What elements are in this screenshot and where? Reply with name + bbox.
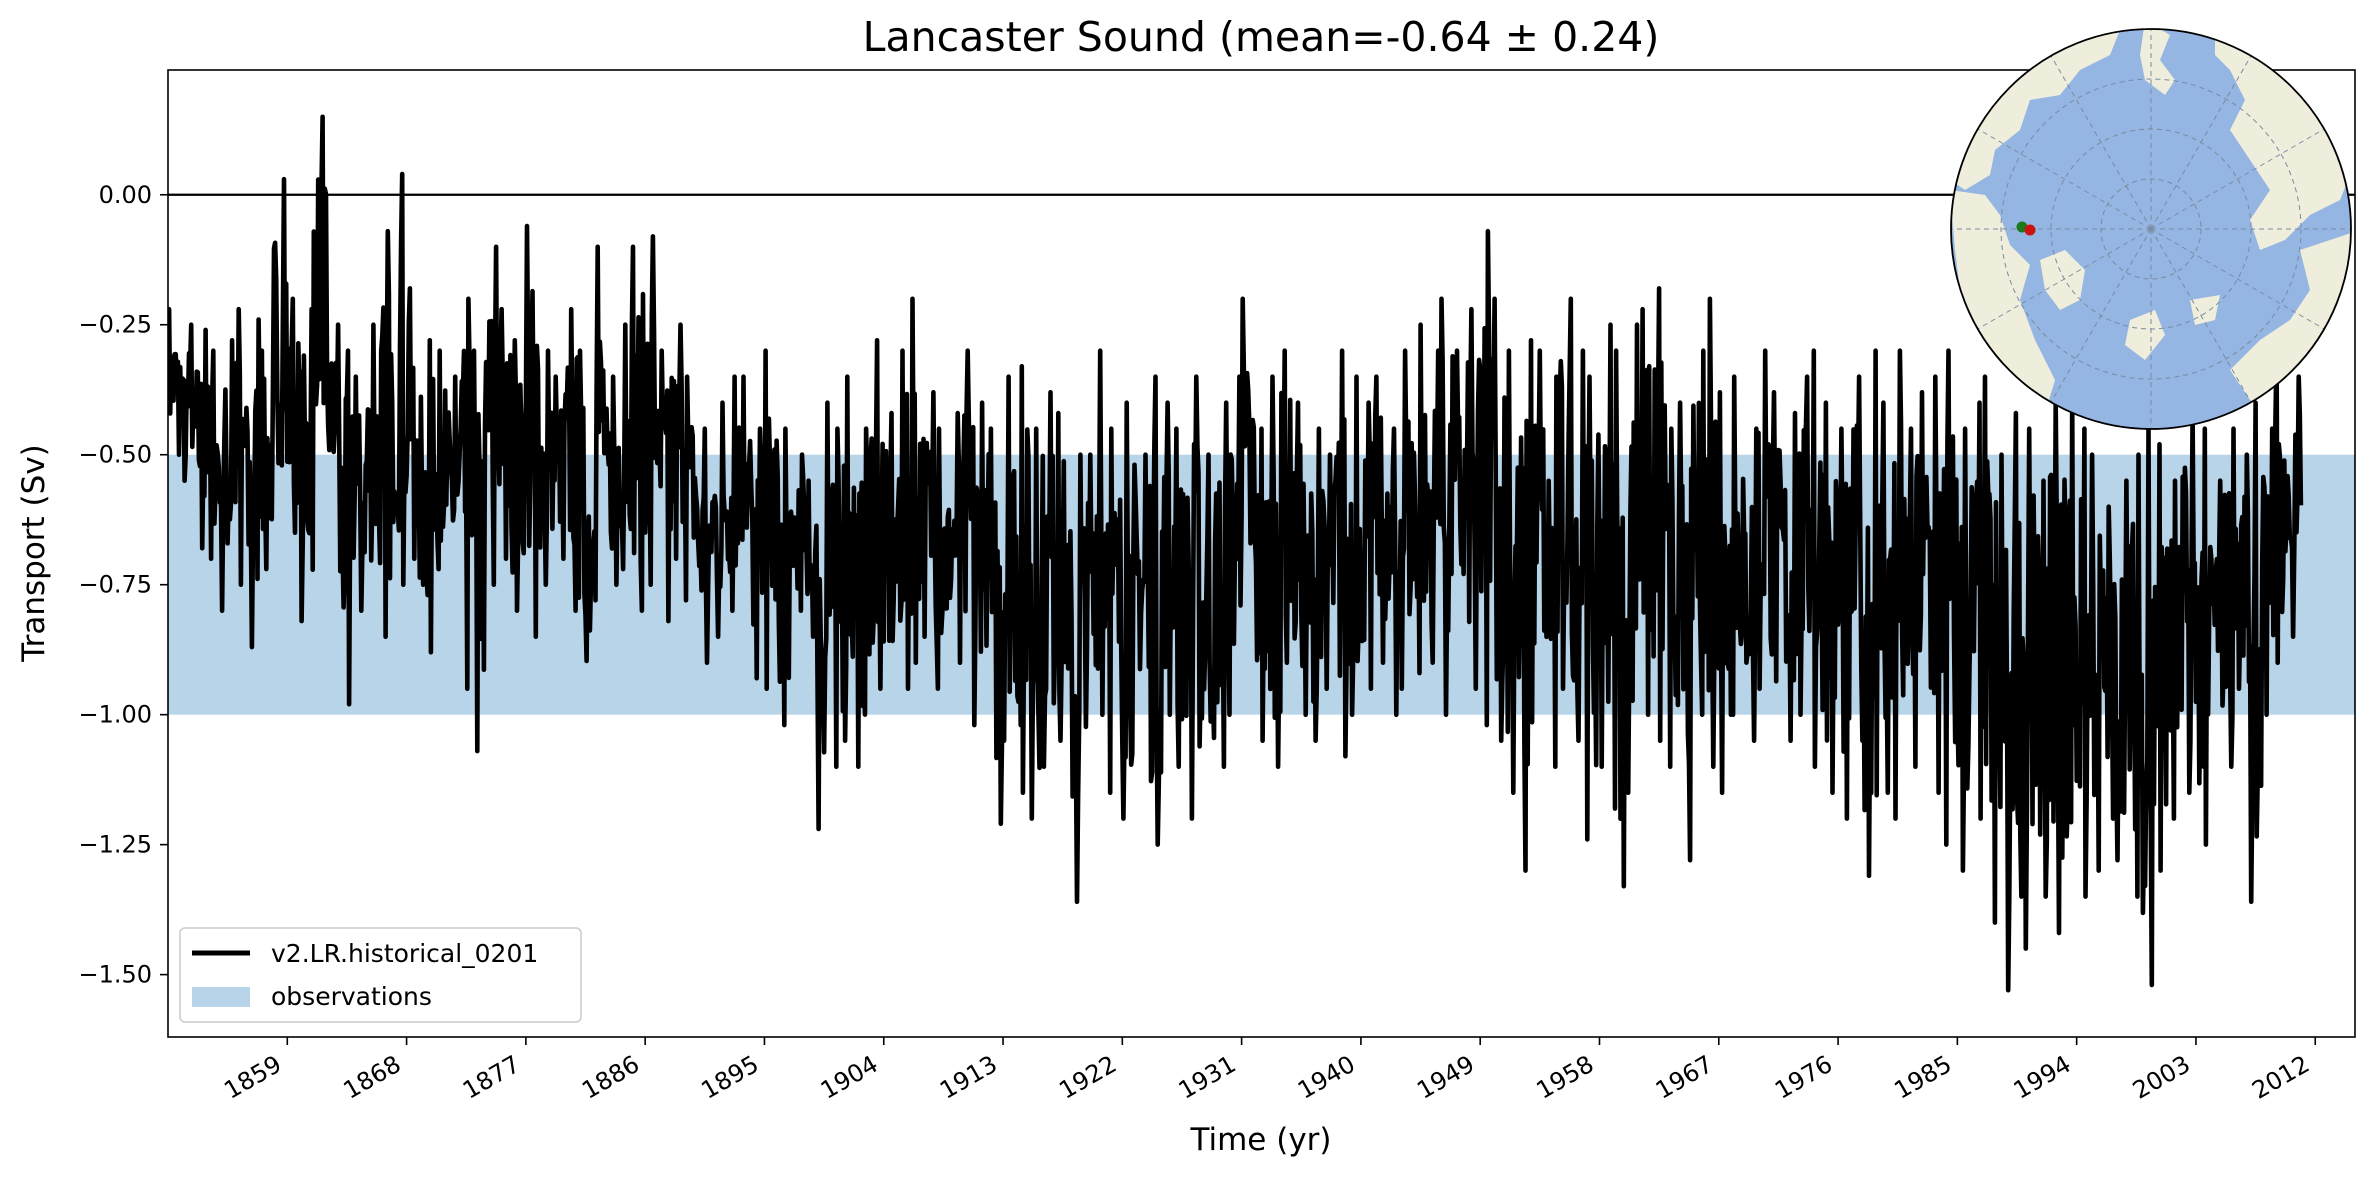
x-tick-label: 1868 xyxy=(339,1050,406,1105)
map-meridian xyxy=(2050,228,2152,403)
map-meridian xyxy=(2150,128,2325,230)
map-meridian xyxy=(2150,55,2252,230)
y-tick-label: −0.25 xyxy=(78,311,152,339)
x-tick-label: 1985 xyxy=(1889,1050,1956,1105)
x-tick-label: 1958 xyxy=(1532,1050,1599,1105)
y-tick-label: −1.50 xyxy=(78,961,152,989)
x-tick-label: 1904 xyxy=(816,1050,883,1105)
legend-label-model: v2.LR.historical_0201 xyxy=(271,939,538,968)
legend-box xyxy=(179,927,582,1023)
legend: v2.LR.historical_0201 observations xyxy=(179,927,582,1023)
chart-title: Lancaster Sound (mean=-0.64 ± 0.24) xyxy=(863,13,1660,61)
y-tick-label: −1.00 xyxy=(78,701,152,729)
y-tick-label: −0.75 xyxy=(78,571,152,599)
x-tick-label: 1994 xyxy=(2009,1050,2076,1105)
map-graticule xyxy=(1951,29,2351,429)
legend-patch-swatch xyxy=(192,987,250,1007)
y-tick-label: −1.25 xyxy=(78,831,152,859)
x-tick-label: 1976 xyxy=(1770,1050,1837,1105)
map-latitude-circle xyxy=(2000,78,2302,380)
y-tick-label: −0.50 xyxy=(78,441,152,469)
inset-map xyxy=(1950,28,2352,430)
map-meridian xyxy=(1977,128,2152,230)
x-tick-label: 1895 xyxy=(697,1050,764,1105)
plot-frame xyxy=(167,69,2356,1038)
x-tick-label: 1949 xyxy=(1412,1050,1479,1105)
map-meridian xyxy=(2150,228,2252,403)
x-tick-label: 1913 xyxy=(935,1050,1002,1105)
section-end-marker xyxy=(2024,224,2036,236)
y-axis-title: Transport (Sv) xyxy=(16,444,52,663)
x-tick-label: 1859 xyxy=(219,1050,286,1105)
x-tick-label: 1922 xyxy=(1054,1050,1121,1105)
x-tick-label: 1886 xyxy=(577,1050,644,1105)
map-meridian xyxy=(2150,228,2325,330)
x-tick-label: 2012 xyxy=(2247,1050,2314,1105)
x-axis-title: Time (yr) xyxy=(1190,1122,1332,1158)
map-meridian xyxy=(1977,228,2152,330)
x-tick-label: 1877 xyxy=(458,1050,525,1105)
x-tick-label: 1967 xyxy=(1651,1050,1718,1105)
y-tick-label: 0.00 xyxy=(99,181,152,209)
series-line-v2-LR-historical-0201 xyxy=(168,114,2304,993)
legend-label-observations: observations xyxy=(271,982,432,1011)
map-outline xyxy=(1950,28,2352,430)
map-meridian xyxy=(2050,55,2152,230)
x-tick-label: 1931 xyxy=(1174,1050,1241,1105)
x-tick-label: 1940 xyxy=(1293,1050,1360,1105)
x-tick-label: 2003 xyxy=(2128,1050,2195,1105)
